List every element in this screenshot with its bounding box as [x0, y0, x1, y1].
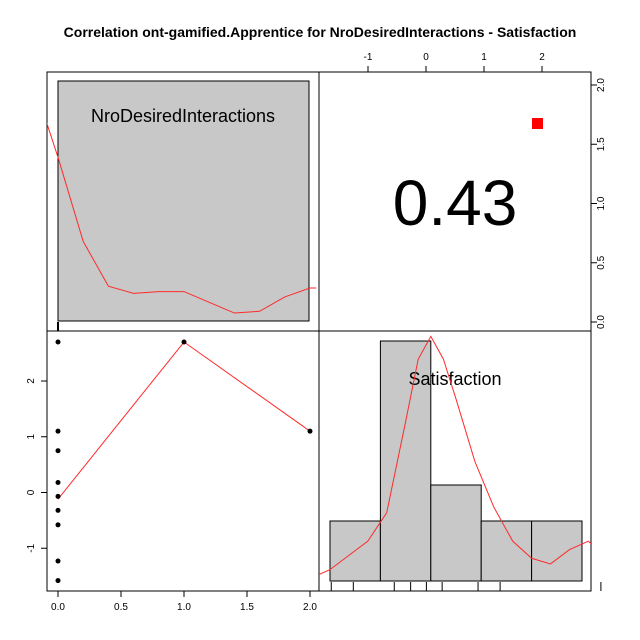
- sat-density-group: [319, 335, 591, 576]
- left-axis-tick-label: 0: [26, 489, 37, 495]
- scatter-point: [55, 448, 61, 454]
- right-axis-tick-label: 0.0: [596, 315, 607, 329]
- bottom-axis-tick-label: 0.0: [51, 602, 65, 613]
- satisfaction-variable-label: Satisfaction: [408, 369, 501, 389]
- left-axis-tick-label: 2: [26, 378, 37, 384]
- sat-histogram-bar: [379, 340, 432, 582]
- bottom-axis: 0.0 0.5 1.0 1.5 2.0: [51, 590, 317, 613]
- nro-histogram-bar: [57, 80, 310, 322]
- correlation-value: 0.43: [393, 167, 518, 239]
- scatter-point: [55, 507, 61, 513]
- top-axis-tick-label: 1: [481, 52, 487, 63]
- bottom-axis-tick-label: 2.0: [303, 602, 317, 613]
- top-axis-tick-label: 2: [539, 52, 545, 63]
- significance-marker: [532, 118, 543, 129]
- scatter-smooth-line: [57, 341, 311, 500]
- scatter-point: [55, 339, 61, 345]
- top-axis-tick-label: 0: [423, 52, 429, 63]
- scatter-point: [55, 558, 61, 564]
- nro-density-curve: [47, 122, 317, 314]
- scatter-point: [55, 479, 61, 485]
- sat-rug-group: [330, 582, 602, 591]
- left-axis-tick-label: 1: [26, 434, 37, 440]
- scatter-point: [55, 493, 61, 499]
- top-axis-tick-label: -1: [364, 52, 373, 63]
- right-axis-tick-label: 1.0: [596, 196, 607, 210]
- bottom-axis-tick-label: 0.5: [114, 602, 128, 613]
- bottom-axis-tick-label: 1.5: [240, 602, 254, 613]
- scatter-point: [55, 578, 61, 584]
- top-axis: -1 0 1 2: [364, 52, 545, 73]
- right-axis-tick-label: 1.5: [596, 137, 607, 151]
- scatter-group: [55, 339, 313, 584]
- panel-bottom-left: [46, 330, 320, 592]
- left-axis: -1 0 1 2: [26, 378, 48, 553]
- chart-title: Correlation ont-gamified.Apprentice for …: [64, 24, 577, 40]
- right-axis-tick-label: 0.5: [596, 255, 607, 269]
- right-axis: 0.0 0.5 1.0 1.5 2.0: [590, 78, 607, 329]
- sat-histogram-group: [329, 340, 583, 582]
- sat-histogram-bar: [430, 484, 482, 582]
- nro-density-group: [47, 122, 317, 314]
- scatter-point: [181, 339, 187, 345]
- scatter-point: [55, 522, 61, 528]
- scatter-point: [307, 428, 313, 434]
- right-axis-tick-label: 2.0: [596, 78, 607, 92]
- scatter-point: [55, 428, 61, 434]
- nro-variable-label: NroDesiredInteractions: [91, 106, 275, 126]
- sat-histogram-bar: [531, 520, 583, 582]
- sat-density-curve: [319, 335, 591, 576]
- bottom-axis-tick-label: 1.0: [177, 602, 191, 613]
- left-axis-tick-label: -1: [26, 543, 37, 552]
- panel-bottom-right: [318, 330, 592, 592]
